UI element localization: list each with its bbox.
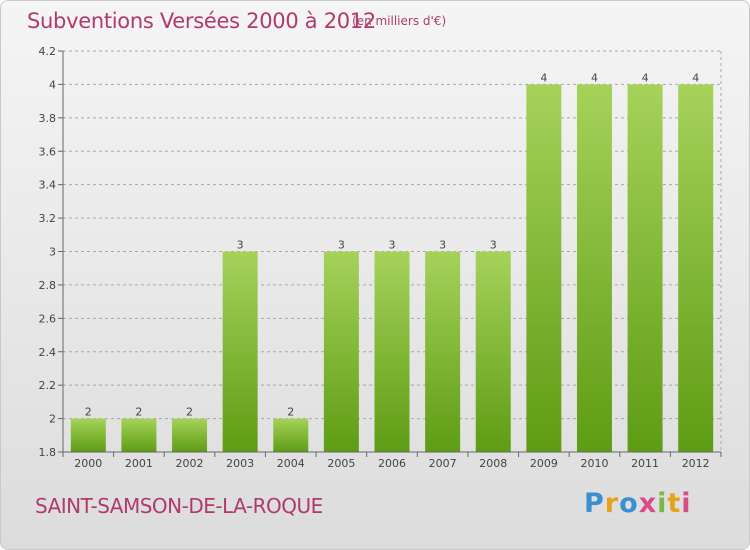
x-tick-label-2002: 2002 xyxy=(176,457,204,470)
bar-2002 xyxy=(172,418,208,452)
x-tick-label-2007: 2007 xyxy=(429,457,457,470)
bar-2005 xyxy=(323,251,359,452)
value-label-2007: 3 xyxy=(439,239,446,252)
x-tick-label-2004: 2004 xyxy=(277,457,305,470)
value-label-2000: 2 xyxy=(85,406,92,419)
x-tick-label-2005: 2005 xyxy=(327,457,355,470)
bar-2004 xyxy=(273,418,309,452)
x-tick-label-2001: 2001 xyxy=(125,457,153,470)
x-tick-label-2011: 2011 xyxy=(631,457,659,470)
y-tick-label: 2.4 xyxy=(39,346,57,359)
bars-layer: 2 2 2 3 2 3 3 3 3 4 4 4 4 xyxy=(70,71,714,453)
bar-2012 xyxy=(678,84,714,453)
value-label-2010: 4 xyxy=(591,71,598,84)
bar-2011 xyxy=(627,84,663,453)
bar-2010 xyxy=(576,84,612,453)
proxiti-logo: Proxiti xyxy=(584,488,692,519)
x-tick-label-2008: 2008 xyxy=(479,457,507,470)
value-label-2012: 4 xyxy=(692,71,699,84)
y-tick-label: 3 xyxy=(49,246,56,259)
y-tick-label: 2 xyxy=(49,413,56,426)
y-tick-label: 1.8 xyxy=(39,446,57,459)
value-label-2004: 2 xyxy=(287,406,294,419)
bar-2001 xyxy=(121,418,157,452)
bar-2006 xyxy=(374,251,410,452)
value-label-2011: 4 xyxy=(642,71,649,84)
units-label: (en milliers d'€) xyxy=(352,14,447,28)
value-label-2008: 3 xyxy=(490,239,497,252)
y-tick-label: 3.8 xyxy=(39,112,57,125)
x-tick-label-2009: 2009 xyxy=(530,457,558,470)
x-tick-label-2010: 2010 xyxy=(580,457,608,470)
value-label-2006: 3 xyxy=(389,239,396,252)
x-tick-label-2012: 2012 xyxy=(682,457,710,470)
bar-2000 xyxy=(70,418,106,452)
bar-2009 xyxy=(526,84,562,453)
y-tick-label: 4.2 xyxy=(39,45,57,58)
bar-2008 xyxy=(475,251,511,452)
y-tick-label: 2.2 xyxy=(39,379,57,392)
axis-layer: 1.8 2 2.2 2.4 2.6 2.8 3 3.2 3.4 3.6 3.8 4 4.2 2000 200… xyxy=(39,45,722,470)
chart-title: Subventions Versées 2000 à 2012 xyxy=(27,9,376,33)
x-tick-label-2006: 2006 xyxy=(378,457,406,470)
value-label-2001: 2 xyxy=(135,406,142,419)
commune-name: SAINT-SAMSON-DE-LA-ROQUE xyxy=(35,494,323,518)
y-tick-label: 3.2 xyxy=(39,212,57,225)
x-tick-label-2003: 2003 xyxy=(226,457,254,470)
bar-2007 xyxy=(425,251,461,452)
y-tick-label: 3.4 xyxy=(39,179,57,192)
value-label-2002: 2 xyxy=(186,406,193,419)
y-tick-label: 3.6 xyxy=(39,145,57,158)
y-tick-label: 2.8 xyxy=(39,279,57,292)
y-tick-label: 4 xyxy=(49,78,56,91)
x-tick-label-2000: 2000 xyxy=(74,457,102,470)
value-label-2005: 3 xyxy=(338,239,345,252)
value-label-2009: 4 xyxy=(540,71,547,84)
bar-2003 xyxy=(222,251,258,452)
value-label-2003: 3 xyxy=(237,239,244,252)
y-tick-label: 2.6 xyxy=(39,312,57,325)
